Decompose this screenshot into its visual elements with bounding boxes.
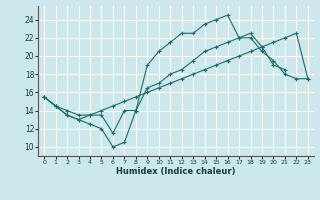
X-axis label: Humidex (Indice chaleur): Humidex (Indice chaleur) — [116, 167, 236, 176]
